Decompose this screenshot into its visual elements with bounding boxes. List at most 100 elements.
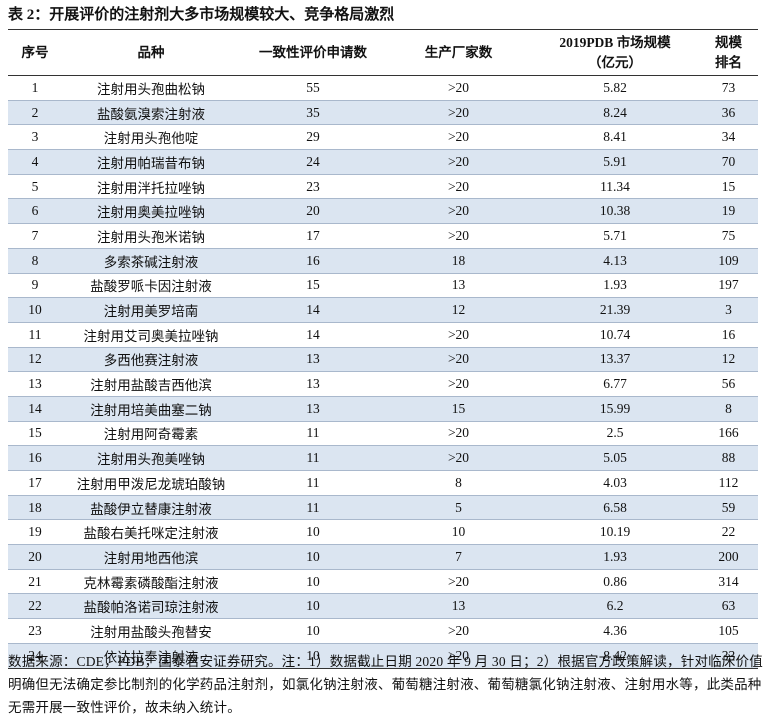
- table-cell: 11: [306, 425, 320, 441]
- table-cell: 盐酸右美托咪定注射液: [83, 526, 219, 542]
- table-cell: >20: [447, 573, 470, 589]
- table-cell: 24: [28, 647, 42, 663]
- header-cell: 规模 排名: [699, 30, 758, 76]
- table-cell: 15.99: [599, 400, 631, 416]
- table-row: 3 注射用头孢他啶 29 >20 8.41 34: [8, 125, 758, 150]
- table-cell: 10: [306, 524, 320, 540]
- table-cell: 16: [306, 252, 320, 268]
- table-cell: 注射用美罗培南: [103, 304, 199, 320]
- table-cell: 18: [451, 252, 466, 268]
- table-row: 18 盐酸伊立替康注射液 11 5 6.58 59: [8, 495, 758, 520]
- table-row: 19 盐酸右美托咪定注射液 10 10 10.19 22: [8, 520, 758, 545]
- table-cell: 5.91: [603, 153, 627, 169]
- table-cell: 70: [721, 153, 736, 169]
- table-cell: 15: [451, 400, 466, 416]
- table-cell: 18: [28, 499, 42, 515]
- table-row: 10 注射用美罗培南 14 12 21.39 3: [8, 297, 758, 323]
- table-cell: 4.13: [603, 252, 627, 268]
- table-cell: >20: [447, 450, 470, 466]
- table-cell: 5.82: [603, 79, 627, 95]
- header-cell: 生产厂家数: [424, 44, 493, 60]
- table-cell: 注射用头孢曲松钠: [97, 81, 205, 97]
- table-cell: 多索茶碱注射液: [103, 254, 199, 270]
- table-cell: 15: [306, 277, 320, 293]
- table-cell: 10: [306, 622, 320, 638]
- table-cell: 10: [306, 573, 320, 589]
- table-cell: >20: [447, 79, 470, 95]
- table-cell: 8.41: [603, 129, 627, 145]
- table-cell: 10.19: [599, 524, 631, 540]
- table-cell: 5: [31, 178, 39, 194]
- table-cell: 12: [451, 302, 466, 318]
- table-cell: >20: [447, 326, 470, 342]
- table-cell: >20: [447, 129, 470, 145]
- table-cell: 16: [721, 326, 736, 342]
- table-row: 1 注射用头孢曲松钠 55 >20 5.82 73: [8, 76, 758, 101]
- table-cell: 10: [28, 302, 42, 318]
- table-cell: 注射用头孢美唑钠: [97, 452, 205, 468]
- table-row: 23 注射用盐酸头孢替安 10 >20 4.36 105: [8, 619, 758, 644]
- table-row: 14 注射用培美曲塞二钠 13 15 15.99 8: [8, 396, 758, 422]
- table-row: 5 注射用泮托拉唑钠 23 >20 11.34 15: [8, 174, 758, 199]
- table-cell: 16: [28, 450, 42, 466]
- table-cell: 14: [306, 326, 320, 342]
- table-cell: 11: [306, 474, 320, 490]
- table-cell: 注射用盐酸头孢替安: [90, 624, 212, 640]
- table-row: 4 注射用帕瑞昔布钠 24 >20 5.91 70: [8, 149, 758, 175]
- table-cell: 注射用头孢米诺钠: [97, 229, 205, 245]
- table-cell: 3: [725, 302, 732, 318]
- table-cell: 8: [31, 252, 39, 268]
- table-cell: 6.58: [603, 499, 627, 515]
- table-cell: 10: [306, 598, 320, 614]
- table-cell: >20: [447, 153, 470, 169]
- table-cell: 11: [306, 499, 320, 515]
- table-cell: >20: [447, 227, 470, 243]
- table-row: 22 盐酸帕洛诺司琼注射液 10 13 6.2 63: [8, 593, 758, 619]
- header-row: 序号 品种 一致性评价申请数 生产厂家数 2019PDB 市场规模 （亿元） 规模 排名: [8, 29, 758, 76]
- table-cell: 1: [31, 79, 39, 95]
- header-line: 2019PDB 市场规模: [559, 34, 671, 50]
- table-cell: 13: [306, 376, 320, 392]
- table-cell: 6: [31, 203, 39, 219]
- table-cell: >20: [447, 425, 470, 441]
- table-cell: 10: [306, 548, 320, 564]
- table-row: 20 注射用地西他滨 10 7 1.93 200: [8, 544, 758, 570]
- table-header: 序号 品种 一致性评价申请数 生产厂家数 2019PDB 市场规模 （亿元） 规模 排名: [8, 29, 758, 76]
- table-cell: >20: [447, 351, 470, 367]
- table-cell: 33: [721, 647, 736, 663]
- table-cell: 注射用奥美拉唑钠: [97, 205, 205, 221]
- table-cell: 88: [721, 450, 736, 466]
- table-cell: 盐酸伊立替康注射液: [90, 501, 212, 517]
- table-cell: 11.34: [600, 178, 630, 194]
- table-cell: 22: [721, 524, 736, 540]
- table-cell: 14: [28, 400, 42, 416]
- table-cell: 197: [718, 277, 739, 293]
- table-row: 9 盐酸罗哌卡因注射液 15 13 1.93 197: [8, 273, 758, 298]
- table-cell: 4.03: [603, 474, 627, 490]
- table-cell: 10: [306, 647, 320, 663]
- table-cell: 13: [306, 400, 320, 416]
- table-cell: >20: [447, 622, 470, 638]
- table-cell: 23: [306, 178, 320, 194]
- table-row: 13 注射用盐酸吉西他滨 13 >20 6.77 56: [8, 372, 758, 397]
- header-cell: 2019PDB 市场规模 （亿元）: [531, 30, 699, 76]
- table-cell: 2: [31, 104, 39, 120]
- table-cell: 56: [721, 376, 736, 392]
- table-row: 15 注射用阿奇霉素 11 >20 2.5 166: [8, 421, 758, 446]
- table-cell: 24: [306, 153, 320, 169]
- table-cell: 注射用艾司奥美拉唑钠: [83, 328, 219, 344]
- table-cell: 34: [721, 129, 736, 145]
- header-cell: 品种: [137, 44, 165, 60]
- table-cell: 依达拉奉注射液: [103, 649, 199, 665]
- table-cell: 注射用培美曲塞二钠: [90, 402, 212, 418]
- table-cell: 75: [721, 227, 736, 243]
- table-cell: 5: [455, 499, 462, 515]
- table-cell: 1.93: [603, 277, 627, 293]
- table-cell: 1.93: [603, 548, 627, 564]
- table-cell: 17: [306, 227, 320, 243]
- table-cell: 15: [28, 425, 42, 441]
- table-cell: 盐酸氨溴索注射液: [97, 106, 205, 122]
- table-cell: 200: [718, 548, 739, 564]
- table-cell: 7: [455, 548, 462, 564]
- header-cell: 序号: [21, 44, 49, 60]
